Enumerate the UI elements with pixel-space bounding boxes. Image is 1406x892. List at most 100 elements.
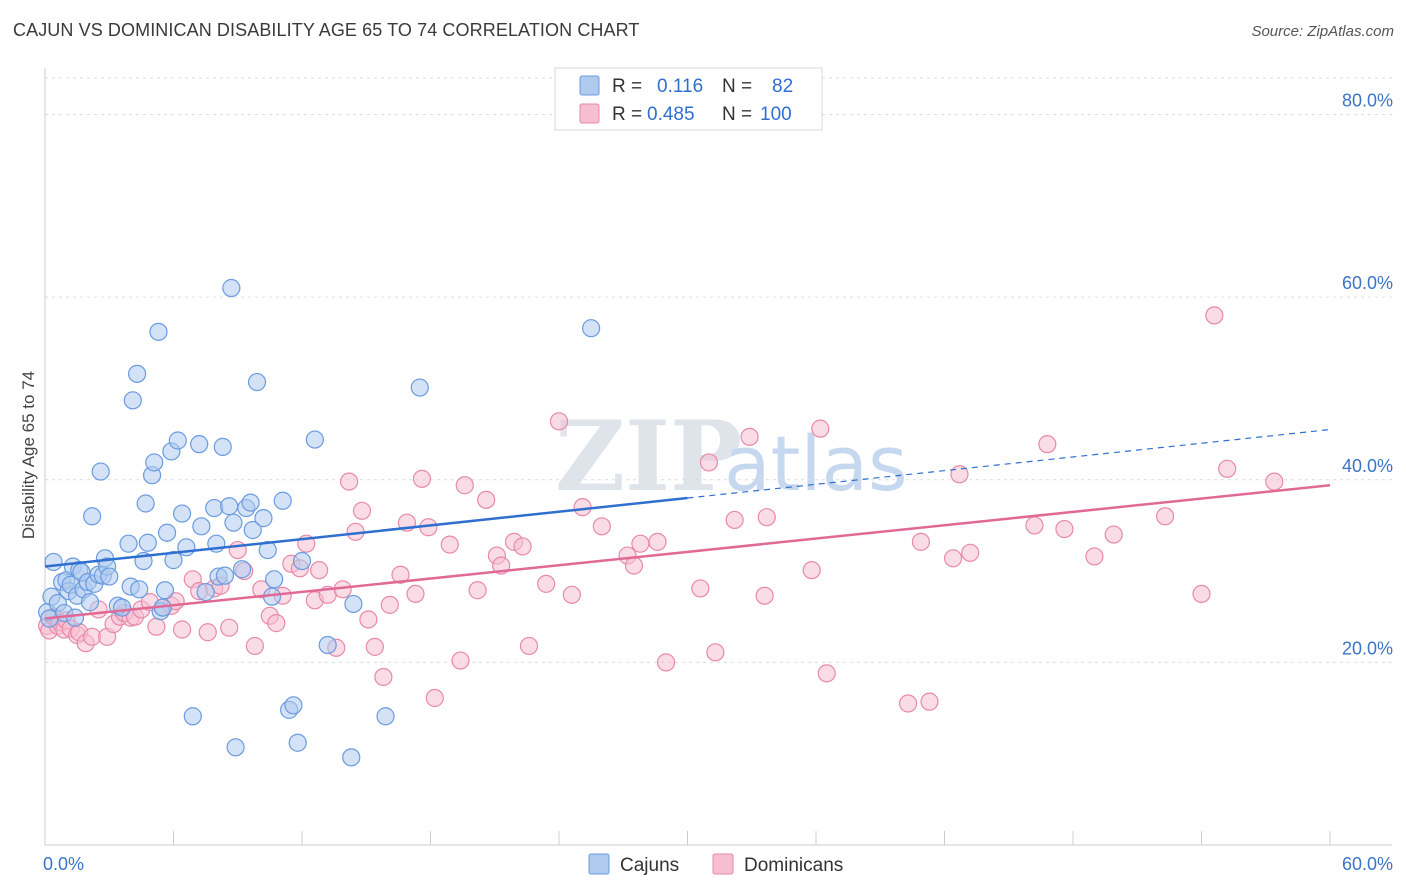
cajun-point <box>149 322 168 341</box>
dominican-point <box>755 586 774 605</box>
dominican-point <box>477 490 496 509</box>
dominican-point <box>706 643 725 662</box>
cajun-point <box>119 534 138 553</box>
dominican-point <box>656 653 676 672</box>
cajun-point <box>123 391 142 410</box>
dominican-point <box>451 651 470 670</box>
dominican-point <box>1205 306 1224 325</box>
dominican-point <box>624 556 644 575</box>
cajun-point <box>215 566 234 585</box>
source-credit: Source: ZipAtlas.com <box>1251 23 1394 40</box>
dominican-point <box>352 501 372 520</box>
cajun-point <box>342 748 361 767</box>
legend-dominican-r-label: R = <box>612 104 642 125</box>
cajun-point <box>157 523 177 542</box>
dominican-point <box>391 565 410 584</box>
y-tick-label: 60.0% <box>1342 273 1393 293</box>
bottom-legend-cajun-label: Cajuns <box>620 855 679 876</box>
cajun-point <box>284 696 303 715</box>
dominican-point <box>699 453 719 472</box>
legend-dominican-n-value: 100 <box>760 104 792 125</box>
dominican-point <box>537 574 556 593</box>
cajun-point <box>196 582 215 602</box>
dominican-point <box>648 532 667 551</box>
dominican-point <box>220 618 239 637</box>
cajun-point <box>83 507 102 526</box>
cajun-point <box>254 509 273 528</box>
bottom-legend-dominican-swatch <box>712 853 734 875</box>
dominican-point <box>1218 459 1237 478</box>
dominican-point <box>440 535 459 554</box>
dominican-point <box>1025 516 1044 535</box>
dominican-point <box>519 636 539 656</box>
dominican-point <box>513 537 532 556</box>
tick-labels: 20.0% 40.0% 60.0% 80.0% 0.0% 60.0% <box>43 91 1393 874</box>
cajun-point <box>344 594 363 614</box>
bottom-legend-dominican-label: Dominicans <box>744 855 843 876</box>
cajun-point <box>190 435 209 454</box>
dominican-point <box>898 694 918 713</box>
cajun-point <box>265 570 284 589</box>
y-tick-label: 20.0% <box>1342 638 1393 658</box>
dominican-point <box>691 579 710 598</box>
dominican-point <box>911 532 931 551</box>
cajun-point <box>582 319 601 338</box>
y-tick-label: 40.0% <box>1342 456 1393 476</box>
dominican-point <box>455 476 474 495</box>
dominican-point <box>310 561 329 580</box>
cajun-point <box>65 608 85 627</box>
cajun-trend-line <box>44 496 688 568</box>
cajun-point <box>80 593 100 612</box>
dominican-point <box>1265 472 1284 491</box>
dominican-point <box>198 623 217 642</box>
cajun-point <box>288 733 307 752</box>
dominican-point <box>549 412 569 431</box>
cajun-point <box>376 707 395 726</box>
legend-dominican-r-value: 0.485 <box>647 104 695 125</box>
cajun-point <box>172 504 192 523</box>
cajun-point <box>292 551 312 571</box>
dominican-point <box>562 585 581 604</box>
dominican-point <box>267 614 286 633</box>
axes <box>44 68 1392 846</box>
cajun-point <box>224 513 243 532</box>
cajun-point <box>226 738 245 757</box>
cajun-point <box>305 430 324 449</box>
cajun-point <box>100 567 119 586</box>
dominican-point <box>592 517 611 536</box>
dominican-point <box>1192 584 1211 603</box>
legend-cajun-n-label: N = <box>722 76 752 97</box>
legend-cajun-r-label: R = <box>612 76 642 97</box>
dominican-point <box>1055 519 1074 539</box>
legend-box: R = 0.116 N = 82 R = 0.485 N = 100 <box>554 67 823 131</box>
legend-cajun-r-value: 0.116 <box>657 76 703 97</box>
dominican-point <box>380 595 399 614</box>
dominican-point <box>245 636 264 656</box>
cajun-point <box>127 364 147 383</box>
dominican-point <box>817 664 836 683</box>
cajun-point <box>232 560 252 579</box>
dominican-point <box>1085 547 1104 566</box>
dominican-point <box>1104 525 1123 544</box>
dominican-point <box>340 472 359 491</box>
dominican-point <box>631 534 650 553</box>
dominican-point <box>406 584 425 603</box>
dominican-point <box>725 510 744 530</box>
dominican-point <box>412 469 432 488</box>
cajun-point <box>318 635 337 655</box>
dominican-point <box>374 667 393 687</box>
cajun-point <box>91 462 110 481</box>
y-axis-label: Disability Age 65 to 74 <box>19 371 38 539</box>
dominican-point <box>920 692 939 711</box>
y-tick-label: 80.0% <box>1342 91 1393 111</box>
cajun-point <box>136 494 155 513</box>
cajun-point <box>130 580 149 599</box>
cajun-point <box>220 497 239 516</box>
cajun-point <box>155 581 175 600</box>
cajun-point <box>44 552 63 572</box>
dominican-point <box>811 419 830 438</box>
dominican-point <box>365 637 384 656</box>
dominican-point <box>172 620 192 639</box>
dominican-point <box>1038 435 1057 454</box>
